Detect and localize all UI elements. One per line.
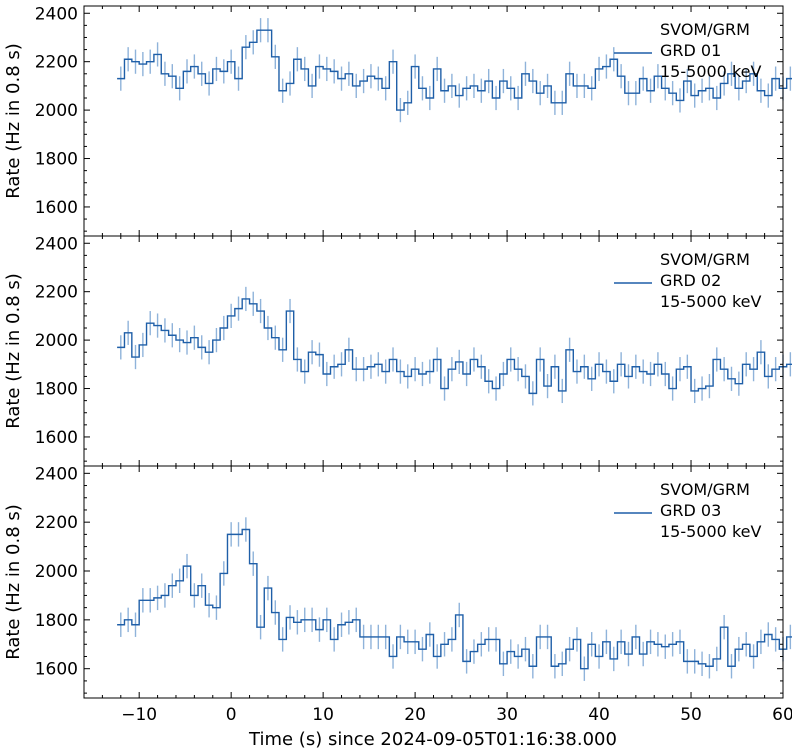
- y-tick-label: 1600: [35, 428, 78, 448]
- x-tick-label: 30: [496, 705, 518, 725]
- y-tick-label: 2000: [35, 331, 78, 351]
- x-tick-label: 20: [404, 705, 426, 725]
- y-tick-label: 2200: [35, 513, 78, 533]
- y-tick-label: 2200: [35, 53, 78, 73]
- x-axis-label: Time (s) since 2024-09-05T01:16:38.000: [248, 729, 617, 750]
- y-tick-label: 2400: [35, 464, 78, 484]
- y-tick-label: 2000: [35, 101, 78, 121]
- x-tick-label: 60: [772, 705, 792, 725]
- panel-3: 1600 1800 2000 2200 2400 −10 0 10 20 30 40 50 60 Rate…: [3, 464, 792, 725]
- y-tick-label: 1800: [35, 611, 78, 631]
- legend-entry: 15-5000 keV: [660, 62, 761, 81]
- x-tick-label: 50: [680, 705, 702, 725]
- panel-1: 1600 1800 2000 2200 2400 Rate (Hz in 0.8 s) SV…: [3, 4, 792, 237]
- x-tick-label: −10: [121, 705, 157, 725]
- y-axis-label: Rate (Hz in 0.8 s): [3, 43, 24, 199]
- legend-entry: SVOM/GRM: [660, 480, 750, 499]
- legend-entry: GRD 01: [660, 41, 721, 60]
- legend: SVOM/GRM GRD 03 15-5000 keV: [614, 480, 761, 541]
- legend: SVOM/GRM GRD 01 15-5000 keV: [614, 20, 761, 81]
- lightcurve-step-line: [117, 528, 792, 670]
- x-tick-label: 0: [226, 705, 237, 725]
- y-tick-label: 1600: [35, 198, 78, 218]
- legend-entry: GRD 02: [660, 271, 721, 290]
- y-tick-label: 2400: [35, 4, 78, 24]
- lightcurve-step-line: [117, 298, 792, 395]
- legend-entry: SVOM/GRM: [660, 20, 750, 39]
- y-tick-label: 1800: [35, 380, 78, 400]
- x-tick-label: 10: [312, 705, 334, 725]
- y-axis-label: Rate (Hz in 0.8 s): [3, 504, 24, 660]
- legend: SVOM/GRM GRD 02 15-5000 keV: [614, 250, 761, 311]
- legend-entry: SVOM/GRM: [660, 250, 750, 269]
- y-tick-label: 2200: [35, 283, 78, 303]
- panel-2: 1600 1800 2000 2200 2400 Rate (Hz in 0.8 s) SV…: [3, 234, 792, 467]
- y-tick-label: 2400: [35, 234, 78, 254]
- y-tick-label: 1600: [35, 660, 78, 680]
- lightcurve-step-line: [117, 29, 792, 111]
- y-tick-label: 1800: [35, 150, 78, 170]
- y-tick-label: 2000: [35, 562, 78, 582]
- x-tick-label: 40: [588, 705, 610, 725]
- legend-entry: 15-5000 keV: [660, 292, 761, 311]
- y-axis-label: Rate (Hz in 0.8 s): [3, 273, 24, 429]
- legend-entry: 15-5000 keV: [660, 522, 761, 541]
- legend-entry: GRD 03: [660, 501, 721, 520]
